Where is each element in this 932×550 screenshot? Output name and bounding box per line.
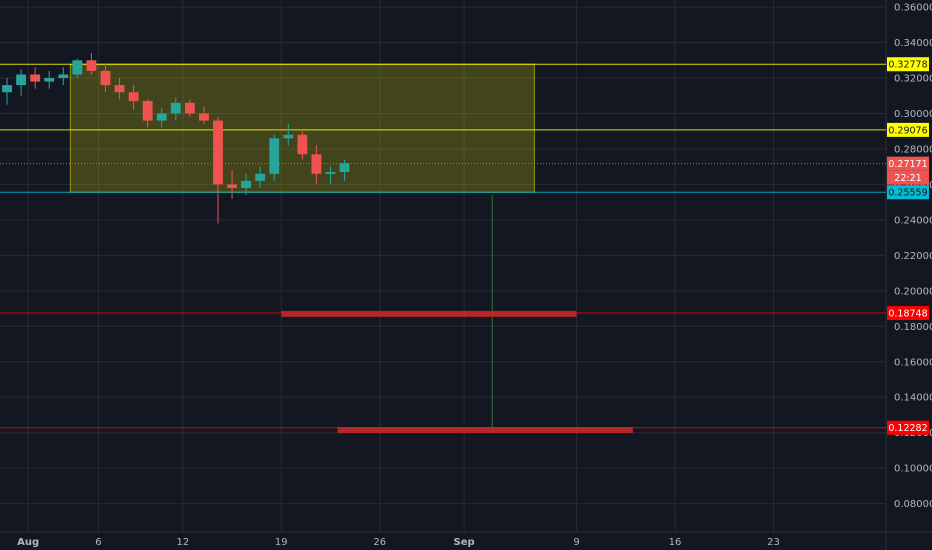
x-tick-label: 16 [669,537,682,548]
candle-body [142,101,153,121]
candle-body [269,138,280,174]
level-price-badge: 0.29076 [887,122,929,137]
candle-body [16,74,27,86]
level-price-badge-text: 0.32778 [888,60,927,71]
y-tick-label: 0.34000 [894,38,932,49]
candle-body [227,184,237,188]
candle-body [2,85,12,93]
level-price-badge-text: 0.18748 [888,309,927,320]
candle-body [30,74,41,82]
level-price-badge: 0.25559 [887,185,929,200]
x-tick-label: Sep [454,537,475,548]
candle-body [86,60,97,71]
candle-body [100,70,111,86]
x-tick-label: 12 [176,537,189,548]
level-price-badge: 0.18748 [887,306,929,321]
support-zone-bar [281,310,577,317]
candle-body [283,134,294,139]
y-tick-label: 0.20000 [894,286,932,297]
level-price-badge-bg [887,306,929,321]
countdown-badge-bg [887,170,929,185]
candle-body [58,74,69,79]
candle-body [184,102,195,114]
x-tick-label: Aug [17,537,39,548]
y-tick-label: 0.14000 [894,393,932,404]
level-price-badge-bg [887,122,929,137]
candle-body [297,134,308,155]
x-tick-label: 26 [373,537,386,548]
level-price-badge-text: 0.12282 [888,423,927,434]
candle-body [128,92,139,102]
y-tick-label: 0.16000 [894,357,932,368]
candle-body [241,180,252,188]
current-price-badge-bg [887,156,929,171]
level-price-badge-text: 0.29076 [888,125,927,136]
candle-body [44,78,55,82]
y-tick-label: 0.24000 [894,215,932,226]
level-price-badge-bg [887,420,929,435]
level-price-badge: 0.12282 [887,420,929,435]
candle-body [114,85,125,93]
y-tick-label: 0.28000 [894,144,932,155]
candle-body [213,120,223,185]
level-price-badge-text: 0.25559 [888,188,927,199]
candle-body [255,173,266,181]
level-price-badge: 0.32778 [887,57,929,72]
y-tick-label: 0.22000 [894,251,932,262]
x-tick-label: 23 [767,537,780,548]
candle-body [156,113,167,121]
y-tick-label: 0.32000 [894,74,932,85]
y-tick-label: 0.08000 [894,499,932,510]
candle-body [339,163,350,173]
countdown-badge-text: 22:21 [894,173,921,184]
x-tick-label: 6 [95,537,101,548]
x-tick-label: 9 [573,537,579,548]
countdown-badge: 22:21 [887,170,929,185]
candle-body [325,172,336,174]
candle-body [198,113,209,121]
current-price-badge: 0.27171 [887,156,929,171]
y-tick-label: 0.18000 [894,322,932,333]
grid-lines [0,0,886,532]
candle-body [170,102,181,114]
candle-body [72,60,83,75]
support-zone-bar [337,427,633,434]
level-price-badge-bg [887,185,929,200]
range-rectangle [69,63,535,193]
level-price-badge-bg [887,57,929,72]
y-tick-label: 0.30000 [894,109,932,120]
y-tick-label: 0.36000 [894,3,932,14]
candles [2,53,350,224]
candle-body [311,154,322,174]
y-tick-label: 0.10000 [894,464,932,475]
current-price-badge-text: 0.27171 [888,159,927,170]
x-tick-label: 19 [275,537,288,548]
